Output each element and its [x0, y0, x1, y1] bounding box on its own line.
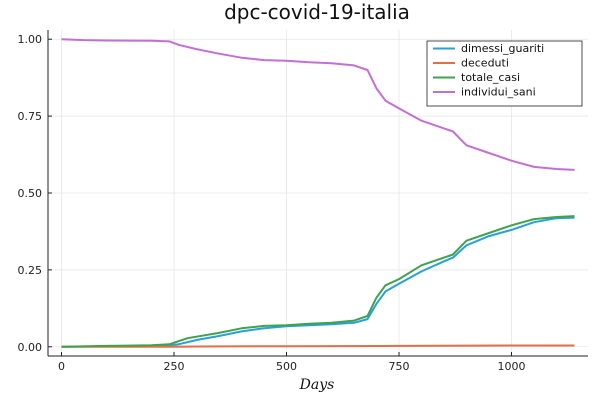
legend-label: dimessi_guariti — [461, 42, 544, 55]
y-tick-label: 0.25 — [18, 264, 43, 277]
series-line-individui-sani — [61, 38, 575, 171]
x-tick-label: 1000 — [498, 360, 526, 373]
x-tick-label: 0 — [58, 360, 65, 373]
legend: dimessi_guariti decedutitotale_casiindivi… — [426, 40, 583, 107]
series-line-totale-casi — [61, 215, 575, 348]
series-line-deceduti — [61, 344, 575, 348]
legend-box — [426, 40, 583, 107]
legend-label: individui_sani — [461, 86, 536, 99]
x-tick-label: 250 — [164, 360, 185, 373]
series-lines — [61, 38, 575, 348]
tick-labels: 0 250 500 750 1000 0.00 0.25 0.50 0.75 1.00 — [18, 33, 526, 373]
y-tick-label: 0.00 — [18, 341, 43, 354]
series-line-dimessi-guariti — [61, 216, 575, 348]
legend-label: deceduti — [461, 57, 509, 70]
chart-title: dpc-covid-19-italia — [224, 0, 410, 24]
x-tick-label: 750 — [389, 360, 410, 373]
legend-label: totale_casi — [461, 71, 520, 84]
y-tick-label: 0.75 — [18, 110, 43, 123]
axes — [47, 30, 588, 357]
y-tick-label: 0.50 — [18, 187, 43, 200]
x-tick-label: 500 — [276, 360, 297, 373]
y-tick-label: 1.00 — [18, 33, 43, 46]
x-axis-label: Days — [299, 377, 335, 393]
